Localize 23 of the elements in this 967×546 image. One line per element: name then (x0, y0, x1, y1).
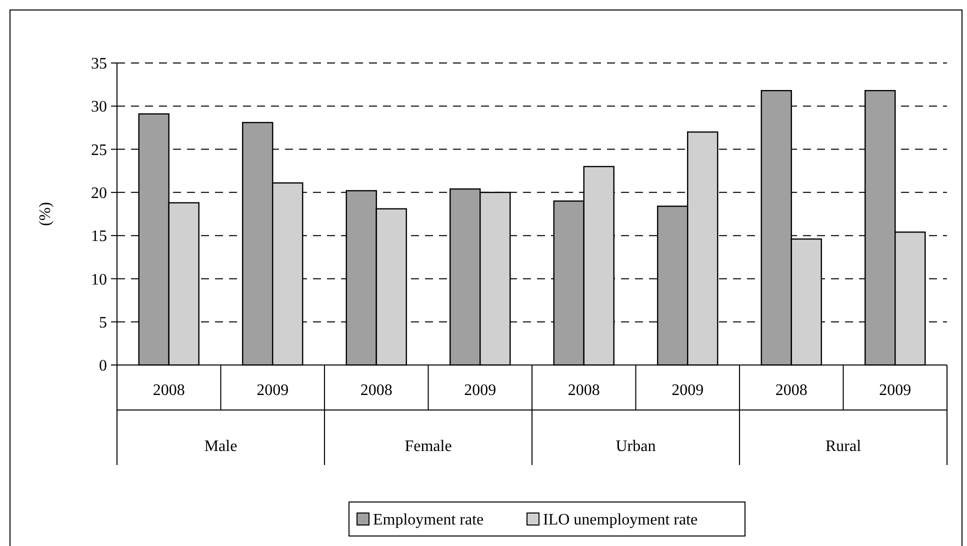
x-tick-label: 2009 (464, 382, 496, 399)
text: Rural (825, 438, 862, 455)
x-tick-label: 2009 (256, 382, 289, 399)
legend-label: ILO unemployment rate (543, 512, 698, 529)
x-tick-label: 2009 (879, 382, 912, 399)
y-tick-label: 10 (91, 271, 107, 288)
text: Male (204, 438, 238, 455)
y-tick-label: 20 (91, 185, 107, 202)
y-tick-label: 35 (91, 56, 107, 73)
text: Female (404, 438, 452, 455)
x-tick-label: 2009 (672, 382, 704, 399)
x-tick-label: 2008 (152, 382, 185, 399)
y-tick-label: 25 (91, 142, 107, 159)
y-tick-label: 0 (99, 358, 107, 375)
y-tick-label: 5 (99, 314, 107, 332)
text: Urban (616, 438, 656, 455)
x-tick-label: 2008 (360, 382, 392, 399)
legend-label: Employment rate (373, 512, 484, 529)
y-tick-label: 15 (91, 228, 107, 246)
y-tick-label: 30 (91, 98, 107, 116)
y-axis-title: (%) (37, 202, 54, 226)
x-tick-label: 2008 (775, 382, 808, 399)
x-tick-label: 2008 (568, 382, 600, 399)
